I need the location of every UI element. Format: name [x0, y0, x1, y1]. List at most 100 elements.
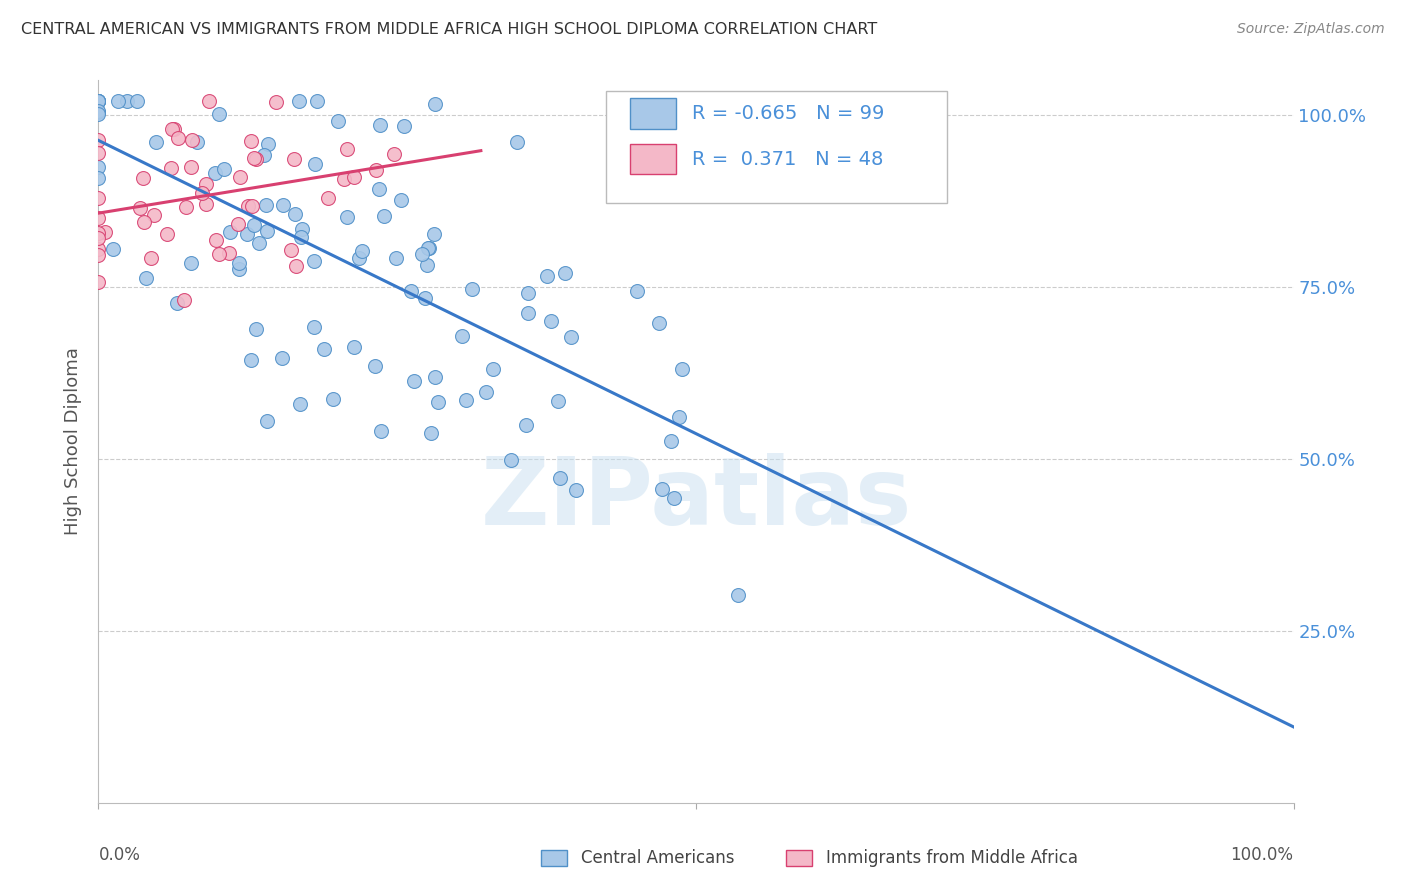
Point: [548, 471, 571, 485]
Point: [87, 107, 110, 121]
Point: [420, 426, 443, 441]
Point: [162, 121, 184, 136]
Point: [373, 209, 395, 223]
Point: [336, 210, 359, 224]
Point: [326, 114, 349, 128]
Point: [180, 255, 202, 269]
Point: [413, 292, 436, 306]
Point: [389, 194, 412, 208]
Point: [156, 227, 179, 241]
Point: [236, 227, 259, 242]
Point: [195, 178, 218, 192]
Point: [302, 320, 325, 334]
Point: [565, 483, 588, 497]
Point: [132, 171, 155, 186]
Point: [87, 94, 110, 108]
Point: [208, 107, 231, 121]
FancyBboxPatch shape: [606, 91, 948, 203]
Point: [399, 284, 422, 298]
Point: [659, 434, 682, 448]
Point: [451, 328, 474, 343]
Point: [87, 104, 110, 119]
Point: [226, 217, 249, 231]
Point: [302, 254, 325, 268]
Text: Central Americans: Central Americans: [581, 848, 735, 867]
Point: [404, 374, 426, 388]
Text: R =  0.371   N = 48: R = 0.371 N = 48: [692, 150, 884, 169]
Point: [242, 218, 264, 232]
Point: [229, 169, 252, 184]
Point: [228, 256, 250, 270]
Point: [142, 208, 165, 222]
Point: [135, 271, 157, 285]
Point: [87, 170, 110, 185]
Point: [87, 190, 110, 204]
Point: [333, 172, 356, 186]
Point: [284, 259, 307, 273]
Point: [87, 104, 110, 119]
Point: [364, 163, 387, 178]
Point: [166, 296, 188, 310]
Point: [125, 94, 148, 108]
Point: [554, 267, 576, 281]
Point: [180, 160, 202, 174]
Point: [160, 161, 183, 176]
Point: [160, 121, 183, 136]
Point: [194, 197, 217, 211]
Text: R = -0.665   N = 99: R = -0.665 N = 99: [692, 104, 884, 123]
Point: [382, 147, 405, 161]
Point: [662, 491, 685, 506]
Point: [212, 161, 235, 176]
Point: [336, 142, 359, 156]
Point: [501, 453, 523, 467]
Point: [347, 251, 370, 265]
Point: [256, 136, 278, 151]
Point: [316, 191, 339, 205]
Point: [368, 182, 391, 196]
Point: [411, 246, 433, 260]
Point: [253, 147, 276, 161]
Point: [186, 136, 208, 150]
Point: [266, 95, 288, 109]
Point: [416, 258, 439, 272]
Y-axis label: High School Diploma: High School Diploma: [65, 348, 83, 535]
Point: [87, 226, 110, 240]
Point: [368, 118, 391, 132]
Text: ZIPatlas: ZIPatlas: [481, 453, 911, 545]
Point: [87, 231, 110, 245]
Point: [517, 306, 540, 320]
Point: [145, 136, 167, 150]
Point: [364, 359, 387, 373]
Point: [256, 414, 278, 428]
Point: [167, 130, 190, 145]
Point: [208, 247, 231, 261]
Point: [290, 230, 312, 244]
Point: [87, 94, 110, 108]
Point: [103, 242, 125, 256]
Bar: [630, 98, 676, 128]
Point: [343, 169, 366, 184]
Point: [240, 198, 263, 212]
Point: [312, 343, 335, 357]
Point: [515, 417, 537, 432]
Point: [283, 152, 305, 166]
Point: [87, 146, 110, 161]
Bar: [630, 144, 676, 174]
Point: [132, 215, 155, 229]
Point: [474, 384, 496, 399]
Point: [256, 224, 278, 238]
Point: [423, 97, 446, 112]
Point: [385, 252, 408, 266]
Point: [218, 245, 240, 260]
Point: [506, 136, 529, 150]
Point: [418, 240, 440, 254]
Point: [305, 94, 328, 108]
Point: [87, 94, 110, 108]
Point: [87, 94, 110, 108]
Point: [291, 222, 314, 236]
Point: [370, 424, 392, 438]
Point: [238, 199, 260, 213]
Point: [668, 410, 690, 425]
Point: [87, 133, 110, 147]
Point: [245, 322, 267, 336]
